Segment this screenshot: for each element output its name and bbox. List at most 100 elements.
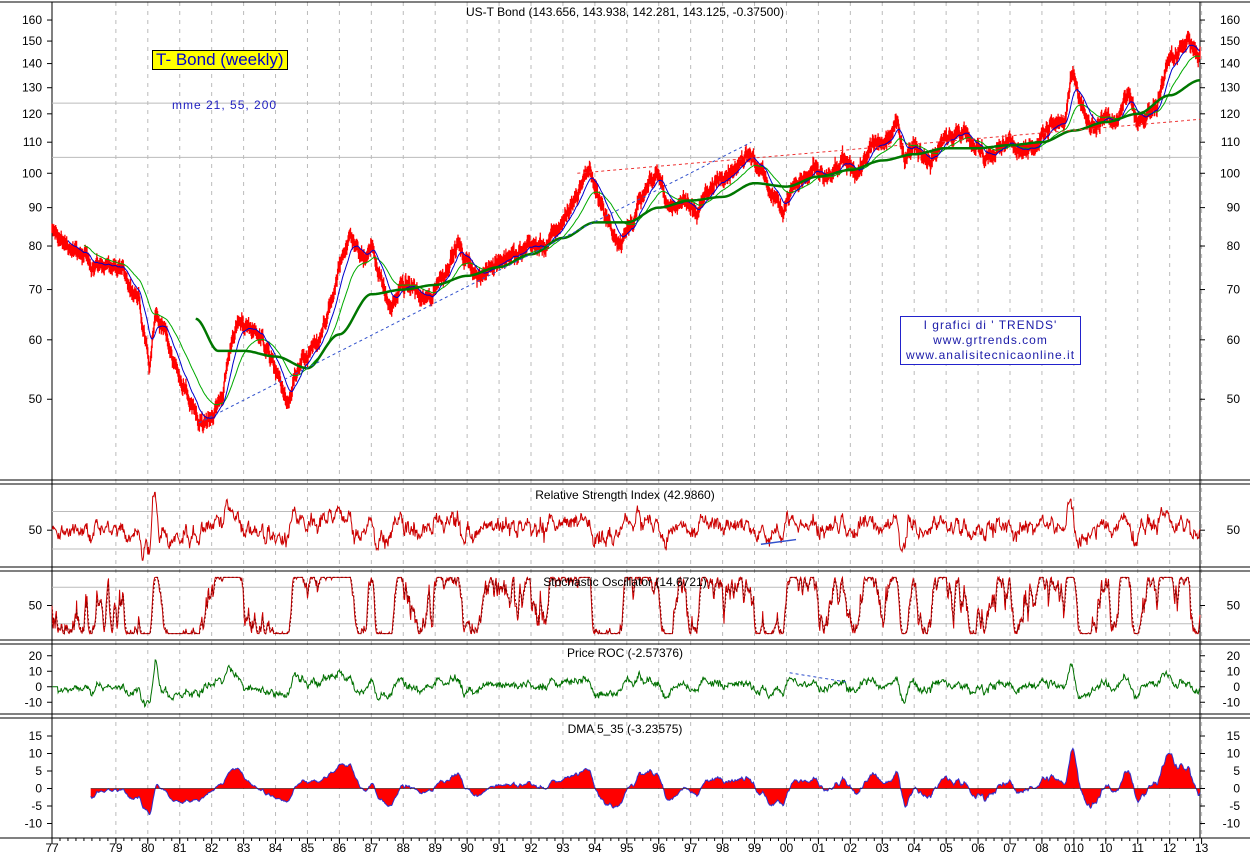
price-y-tick-label-left: 60: [29, 333, 43, 347]
x-tick-label-2000: 00: [780, 841, 794, 855]
rsi-line: [51, 491, 1201, 561]
rsi-trendline: [760, 538, 797, 545]
x-tick-label-1981: 81: [173, 841, 187, 855]
rsi-panel: 50 50: [29, 491, 1241, 561]
dma-y-tick-label-left: 15: [29, 729, 43, 743]
price-y-tick-label-right: 120: [1220, 107, 1240, 121]
price-y-tick-label-right: 150: [1220, 34, 1240, 48]
x-tick-label-2006: 06: [971, 841, 985, 855]
support-trendline: [198, 141, 752, 424]
x-tick-label-1986: 86: [333, 841, 347, 855]
rsi-y-tick-label-left: 50: [29, 523, 43, 537]
dma-y-tick-label-right: 0: [1233, 782, 1240, 796]
x-tick-label-2009: 010: [1064, 841, 1084, 855]
price-y-tick-label-right: 90: [1227, 201, 1241, 215]
dma-y-tick-label-right: 10: [1227, 747, 1241, 761]
x-tick-label-1990: 90: [460, 841, 474, 855]
x-tick-label-1977: 77: [45, 841, 59, 855]
x-tick-label-1982: 82: [205, 841, 219, 855]
vertical-grid: [51, 2, 1203, 838]
trends-website: www.grtrends.com: [933, 333, 1048, 347]
x-tick-label-2007: 07: [1003, 841, 1017, 855]
price-y-tick-label-left: 70: [29, 283, 43, 297]
price-y-tick-label-right: 130: [1220, 81, 1240, 95]
moving-average-label: mme 21, 55, 200: [172, 98, 278, 112]
x-tick-label-1984: 84: [269, 841, 283, 855]
price-y-tick-label-right: 80: [1227, 239, 1241, 253]
price-panel: 50 50 60 60 70 70 80 80 90 90 100 100 110 110 120 120 13…: [22, 13, 1241, 434]
dma-area: [90, 748, 1201, 815]
x-tick-label-2003: 03: [876, 841, 890, 855]
dma-y-tick-label-right: 15: [1227, 729, 1241, 743]
trends-credit-box: I grafici di ' TRENDS' www.grtrends.com …: [900, 316, 1081, 365]
panel-titles: US-T Bond (143.656, 143.938, 142.281, 14…: [466, 5, 784, 736]
price-y-tick-label-left: 90: [29, 201, 43, 215]
main-title: US-T Bond (143.656, 143.938, 142.281, 14…: [466, 5, 784, 19]
dma-y-tick-label-left: -10: [25, 817, 43, 831]
x-tick-label-2005: 05: [939, 841, 953, 855]
x-axis: 77 79 80 81 82 83 84 85 86 87 88 89 90 91 92 93 94 95 96 97…: [45, 838, 1209, 855]
rsi-title: Relative Strength Index (42.9860): [535, 488, 714, 502]
x-tick-label-1996: 96: [652, 841, 666, 855]
x-tick-label-1989: 89: [429, 841, 443, 855]
stochastic-panel: 50 50: [29, 575, 1240, 636]
x-tick-label-1983: 83: [237, 841, 251, 855]
trends-credit-line: I grafici di ' TRENDS': [923, 318, 1058, 332]
price-y-tick-label-left: 110: [23, 135, 42, 149]
x-tick-label-1980: 80: [141, 841, 155, 855]
price-y-tick-label-left: 100: [22, 166, 42, 180]
price-y-tick-label-right: 70: [1227, 283, 1241, 297]
roc-y-tick-label-right: 0: [1233, 680, 1240, 694]
x-tick-label-2011: 11: [1131, 841, 1144, 855]
x-tick-label-2004: 04: [908, 841, 922, 855]
x-tick-label-1998: 98: [716, 841, 730, 855]
roc-y-tick-label-left: 0: [35, 680, 42, 694]
x-tick-label-2001: 01: [812, 841, 826, 855]
roc-y-tick-label-left: 10: [29, 664, 43, 678]
x-tick-label-1985: 85: [301, 841, 315, 855]
roc-y-tick-label-right: -10: [1223, 695, 1241, 709]
x-tick-label-1992: 92: [524, 841, 538, 855]
dma-y-tick-label-left: 5: [35, 764, 42, 778]
dma-y-tick-label-right: -10: [1223, 817, 1241, 831]
x-tick-label-1999: 99: [748, 841, 762, 855]
x-tick-label-1988: 88: [397, 841, 411, 855]
dma-line: [90, 747, 1201, 816]
stochastic-title: Stochastic Oscillator (14.6721): [543, 575, 706, 589]
x-tick-label-1994: 94: [588, 841, 602, 855]
roc-line: [52, 659, 1201, 708]
dma-y-tick-label-right: 5: [1233, 764, 1240, 778]
price-y-tick-label-left: 150: [22, 34, 42, 48]
x-tick-label-1979: 79: [109, 841, 123, 855]
price-y-tick-label-left: 160: [22, 13, 42, 27]
x-tick-label-2012: 12: [1163, 841, 1177, 855]
dma-y-tick-label-left: -5: [31, 799, 42, 813]
roc-title: Price ROC (-2.57376): [567, 646, 683, 660]
x-tick-label-1987: 87: [365, 841, 379, 855]
x-tick-label-1991: 91: [492, 841, 506, 855]
price-bars: [51, 30, 1201, 434]
trends-website-secondary: www.analisitecnicaonline.it: [905, 348, 1076, 362]
roc-y-tick-label-right: 20: [1227, 649, 1241, 663]
price-y-tick-label-right: 160: [1220, 13, 1240, 27]
price-y-tick-label-right: 100: [1220, 166, 1240, 180]
ema-200-line: [195, 79, 1201, 370]
roc-y-tick-label-right: 10: [1227, 664, 1241, 678]
resistance-trendline: [577, 118, 1201, 174]
roc-y-tick-label-left: -10: [25, 695, 43, 709]
rsi-y-tick-label-right: 50: [1227, 523, 1241, 537]
x-tick-label-1997: 97: [684, 841, 698, 855]
price-y-tick-label-right: 140: [1220, 57, 1240, 71]
price-y-tick-label-left: 50: [29, 392, 43, 406]
stochastic-y-tick-label-left: 50: [29, 599, 43, 613]
price-line: [51, 34, 1201, 428]
price-y-tick-label-left: 80: [29, 239, 43, 253]
price-y-tick-label-right: 60: [1227, 333, 1241, 347]
x-tick-label-2002: 02: [844, 841, 858, 855]
roc-trendline: [789, 672, 848, 683]
dma-y-tick-label-left: 0: [35, 782, 42, 796]
x-tick-label-2010: 10: [1099, 841, 1113, 855]
